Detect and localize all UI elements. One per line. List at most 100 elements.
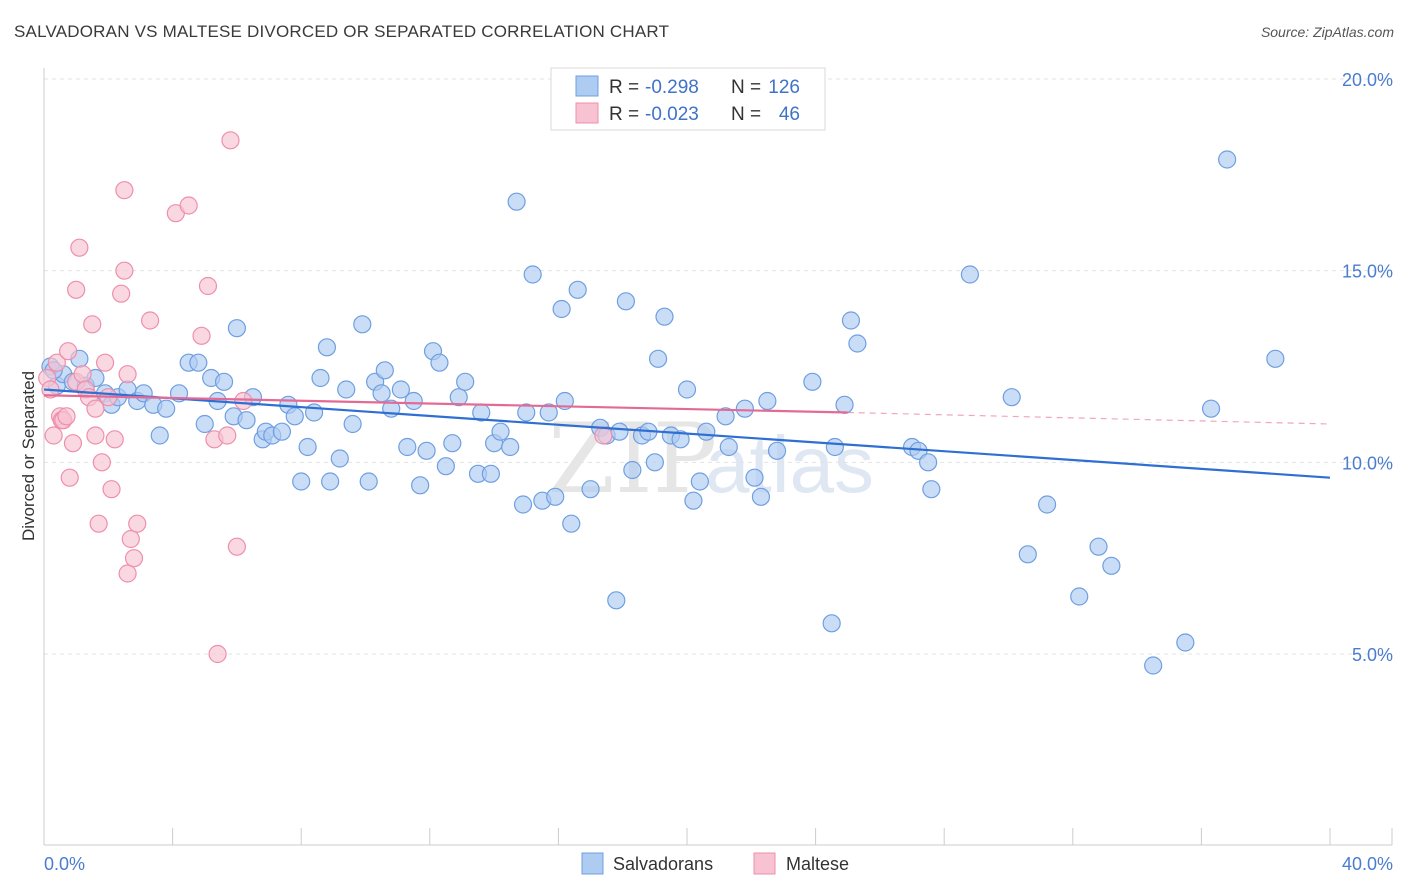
maltese-point (95, 353, 115, 372)
y-tick-labels: 5.0% 10.0% 15.0% 20.0% (1342, 70, 1393, 665)
salvadorans-point (1144, 656, 1163, 675)
maltese-point (118, 564, 137, 583)
legend-n-label-1: N = (731, 77, 761, 98)
salvadorans-point (359, 472, 378, 491)
salvadorans-point (552, 299, 571, 319)
legend-swatch-maltese (575, 102, 599, 124)
salvadorans-point (237, 411, 256, 430)
maltese-point (59, 342, 78, 361)
maltese-point (92, 453, 111, 472)
y-tick-label-10: 10.0% (1342, 453, 1393, 473)
maltese-point (221, 131, 240, 150)
y-tick-label-5: 5.0% (1352, 645, 1393, 665)
maltese-point (192, 326, 211, 345)
salvadorans-point (581, 480, 600, 499)
maltese-point (115, 181, 134, 200)
maltese-point (60, 468, 79, 487)
source-label: Source: ZipAtlas.com (1260, 24, 1394, 40)
salvadorans-point (610, 422, 629, 441)
salvadorans-point (150, 426, 169, 445)
watermark-atlas: atlas (705, 420, 874, 509)
x-axis-ticks (43, 828, 1393, 845)
maltese-point (70, 238, 89, 257)
maltese-point (112, 284, 131, 303)
salvadorans-point (456, 372, 475, 391)
salvadorans-point (372, 384, 391, 403)
salvadorans-point (214, 372, 234, 391)
salvadorans-point (960, 265, 980, 284)
salvadorans-point (822, 614, 841, 633)
salvadorans-point (404, 391, 423, 411)
maltese-trend-line (43, 394, 848, 414)
maltese-point (89, 514, 108, 533)
salvadorans-point (272, 422, 292, 441)
maltese-point (44, 426, 63, 445)
salvadorans-point (841, 311, 861, 330)
maltese-point (47, 353, 66, 372)
salvadorans-point (398, 437, 417, 457)
salvadorans-point (343, 414, 362, 434)
salvadorans-point (607, 591, 626, 610)
legend-swatch-salvadorans (575, 75, 599, 97)
salvadorans-trend-line (43, 388, 1331, 479)
legend-r-label-1: R = (609, 77, 639, 98)
salvadorans-point (298, 437, 317, 457)
maltese-point (218, 426, 237, 445)
salvadorans-point (1201, 399, 1221, 418)
salvadorans-point (735, 399, 754, 418)
maltese-point (179, 196, 198, 215)
maltese-point (73, 365, 92, 384)
salvadorans-point (677, 380, 697, 399)
salvadorans-point (481, 464, 500, 483)
salvadorans-point (353, 315, 372, 334)
salvadorans-point (443, 434, 462, 453)
legend-r-label-2: R = (609, 104, 639, 125)
salvadorans-point (546, 487, 565, 506)
maltese-point (227, 537, 246, 556)
salvadorans-point (321, 472, 340, 491)
salvadorans-point (501, 437, 520, 457)
salvadorans-point (645, 453, 664, 472)
salvadorans-point (697, 422, 716, 441)
salvadorans-point (391, 380, 410, 399)
salvadorans-point (1037, 495, 1057, 514)
salvadorans-point (1002, 388, 1021, 407)
salvadorans-point (317, 338, 337, 357)
salvadorans-point (411, 476, 430, 495)
salvadorans-point (767, 441, 787, 460)
gridlines (44, 78, 1392, 655)
legend-box: R = -0.298 N = 126 R = -0.023 N = 46 (550, 67, 826, 131)
maltese-point (121, 529, 140, 549)
x-tick-label-max: 40.0% (1342, 854, 1393, 874)
salvadorans-point (690, 472, 709, 491)
salvadorans-point (311, 368, 330, 388)
salvadorans-point (507, 192, 526, 211)
salvadorans-point (491, 422, 510, 441)
maltese-point (594, 426, 613, 445)
y-tick-label-20: 20.0% (1342, 70, 1393, 90)
bottom-legend-swatch-salvadorans (581, 852, 604, 875)
salvadorans-point (523, 265, 542, 284)
salvadorans-point (517, 403, 536, 422)
maltese-point (105, 430, 124, 449)
y-axis-title: Divorced or Separated (19, 371, 38, 541)
maltese-point (115, 261, 134, 280)
bottom-legend-maltese: Maltese (786, 854, 849, 874)
salvadorans-point (562, 514, 581, 533)
maltese-point (118, 365, 137, 384)
salvadorans-point (919, 453, 938, 472)
salvadorans-point (758, 391, 777, 411)
salvadorans-point (539, 403, 558, 422)
salvadorans-point (1070, 587, 1089, 606)
salvadorans-point (684, 491, 703, 510)
maltese-point (234, 391, 253, 411)
salvadorans-point (195, 414, 214, 434)
legend-n-value-2: 46 (779, 104, 800, 125)
salvadorans-point (848, 334, 867, 353)
salvadorans-point (375, 361, 394, 380)
maltese-point (198, 276, 218, 296)
bottom-legend: Salvadorans Maltese (581, 852, 849, 875)
salvadorans-point (417, 441, 436, 460)
salvadorans-point (285, 407, 304, 426)
